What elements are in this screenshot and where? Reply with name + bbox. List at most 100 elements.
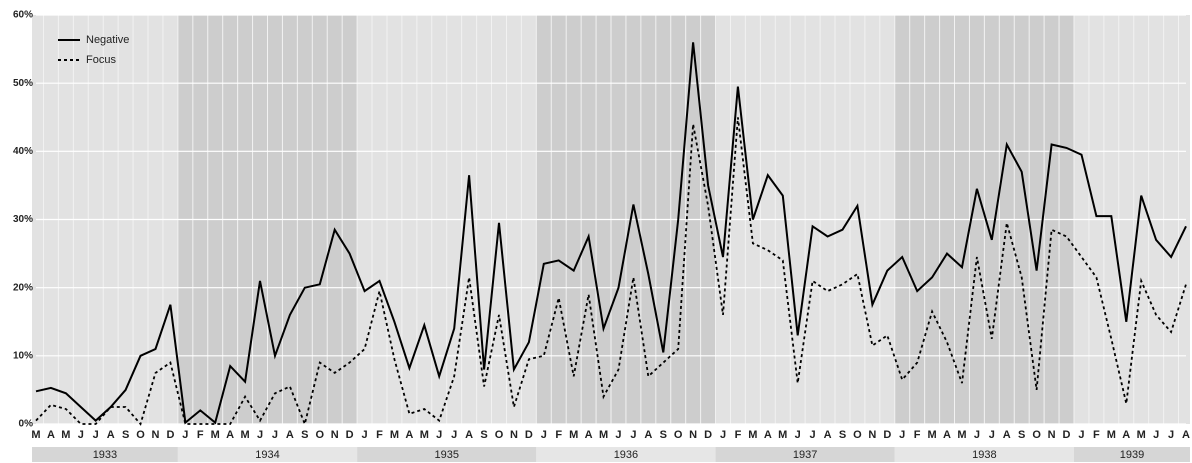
x-tick-label: A bbox=[585, 429, 593, 441]
x-tick-label: M bbox=[569, 429, 578, 441]
x-tick-label: M bbox=[599, 429, 608, 441]
x-tick-label: M bbox=[1137, 429, 1146, 441]
x-tick-label: N bbox=[331, 429, 339, 441]
x-tick-label: O bbox=[495, 429, 504, 441]
year-label-band bbox=[715, 447, 895, 462]
year-label-band bbox=[32, 447, 178, 462]
x-tick-label: J bbox=[974, 429, 980, 441]
year-label: 1939 bbox=[1120, 449, 1144, 461]
x-tick-label: D bbox=[883, 429, 891, 441]
x-tick-label: J bbox=[1153, 429, 1159, 441]
x-tick-label: M bbox=[928, 429, 937, 441]
x-tick-label: S bbox=[660, 429, 667, 441]
x-tick-label: A bbox=[644, 429, 652, 441]
x-tick-label: A bbox=[107, 429, 115, 441]
year-label-band bbox=[1073, 447, 1190, 462]
x-tick-label: N bbox=[152, 429, 160, 441]
x-tick-label: A bbox=[405, 429, 413, 441]
year-label: 1935 bbox=[434, 449, 458, 461]
x-tick-label: J bbox=[257, 429, 263, 441]
y-tick-label: 30% bbox=[13, 214, 33, 225]
x-tick-label: N bbox=[510, 429, 518, 441]
x-tick-label: O bbox=[136, 429, 145, 441]
year-label: 1937 bbox=[793, 449, 817, 461]
x-tick-label: J bbox=[436, 429, 442, 441]
x-tick-label: F bbox=[914, 429, 921, 441]
year-label: 1933 bbox=[93, 449, 117, 461]
x-tick-label: O bbox=[674, 429, 683, 441]
x-tick-label: D bbox=[704, 429, 712, 441]
x-tick-label: M bbox=[957, 429, 966, 441]
x-tick-label: M bbox=[241, 429, 250, 441]
x-tick-label: M bbox=[778, 429, 787, 441]
year-label-band bbox=[894, 447, 1074, 462]
x-tick-label: N bbox=[689, 429, 697, 441]
legend-label: Focus bbox=[86, 54, 116, 66]
y-tick-label: 10% bbox=[13, 350, 33, 361]
x-tick-label: J bbox=[1168, 429, 1174, 441]
x-tick-label: J bbox=[362, 429, 368, 441]
x-tick-label: O bbox=[853, 429, 862, 441]
x-tick-label: A bbox=[465, 429, 473, 441]
x-tick-label: J bbox=[615, 429, 621, 441]
y-tick-label: 20% bbox=[13, 282, 33, 293]
x-tick-label: A bbox=[286, 429, 294, 441]
x-tick-label: S bbox=[839, 429, 846, 441]
year-label: 1938 bbox=[972, 449, 996, 461]
x-tick-label: M bbox=[420, 429, 429, 441]
x-tick-label: A bbox=[943, 429, 951, 441]
x-tick-label: J bbox=[630, 429, 636, 441]
year-label: 1936 bbox=[614, 449, 638, 461]
year-label-band bbox=[536, 447, 716, 462]
x-tick-label: A bbox=[1122, 429, 1130, 441]
x-tick-label: F bbox=[735, 429, 742, 441]
x-tick-label: N bbox=[1048, 429, 1056, 441]
year-label-band bbox=[177, 447, 358, 462]
x-tick-label: A bbox=[824, 429, 832, 441]
x-tick-label: M bbox=[211, 429, 220, 441]
x-tick-label: A bbox=[226, 429, 234, 441]
x-tick-label: D bbox=[166, 429, 174, 441]
x-tick-label: J bbox=[93, 429, 99, 441]
y-tick-label: 50% bbox=[13, 78, 33, 89]
x-tick-label: O bbox=[315, 429, 324, 441]
y-tick-label: 60% bbox=[13, 10, 33, 21]
x-tick-label: D bbox=[1063, 429, 1071, 441]
x-tick-label: J bbox=[78, 429, 84, 441]
x-tick-label: F bbox=[555, 429, 562, 441]
x-tick-label: N bbox=[868, 429, 876, 441]
year-label: 1934 bbox=[255, 449, 279, 461]
line-series bbox=[35, 42, 1187, 425]
x-tick-label: J bbox=[272, 429, 278, 441]
x-tick-label: M bbox=[61, 429, 70, 441]
x-tick-label: J bbox=[1078, 429, 1084, 441]
x-tick-label: J bbox=[541, 429, 547, 441]
x-tick-label: S bbox=[301, 429, 308, 441]
legend-label: Negative bbox=[86, 34, 129, 46]
x-tick-label: F bbox=[376, 429, 383, 441]
x-tick-label: J bbox=[989, 429, 995, 441]
x-tick-label: A bbox=[1182, 429, 1190, 441]
x-tick-label: M bbox=[1107, 429, 1116, 441]
x-tick-label: J bbox=[182, 429, 188, 441]
x-tick-label: A bbox=[1003, 429, 1011, 441]
x-tick-label: J bbox=[795, 429, 801, 441]
x-tick-label: M bbox=[748, 429, 757, 441]
x-tick-label: F bbox=[1093, 429, 1100, 441]
x-tick-label: S bbox=[122, 429, 129, 441]
x-tick-label: J bbox=[720, 429, 726, 441]
y-tick-label: 40% bbox=[13, 146, 33, 157]
x-tick-label: J bbox=[451, 429, 457, 441]
x-tick-label: D bbox=[525, 429, 533, 441]
x-tick-label: J bbox=[810, 429, 816, 441]
x-tick-label: M bbox=[31, 429, 40, 441]
year-label-band bbox=[357, 447, 537, 462]
x-tick-label: A bbox=[47, 429, 55, 441]
x-tick-label: O bbox=[1032, 429, 1041, 441]
x-tick-label: J bbox=[899, 429, 905, 441]
x-tick-label: S bbox=[1018, 429, 1025, 441]
x-tick-label: D bbox=[346, 429, 354, 441]
x-tick-label: S bbox=[480, 429, 487, 441]
y-tick-label: 0% bbox=[19, 419, 34, 430]
